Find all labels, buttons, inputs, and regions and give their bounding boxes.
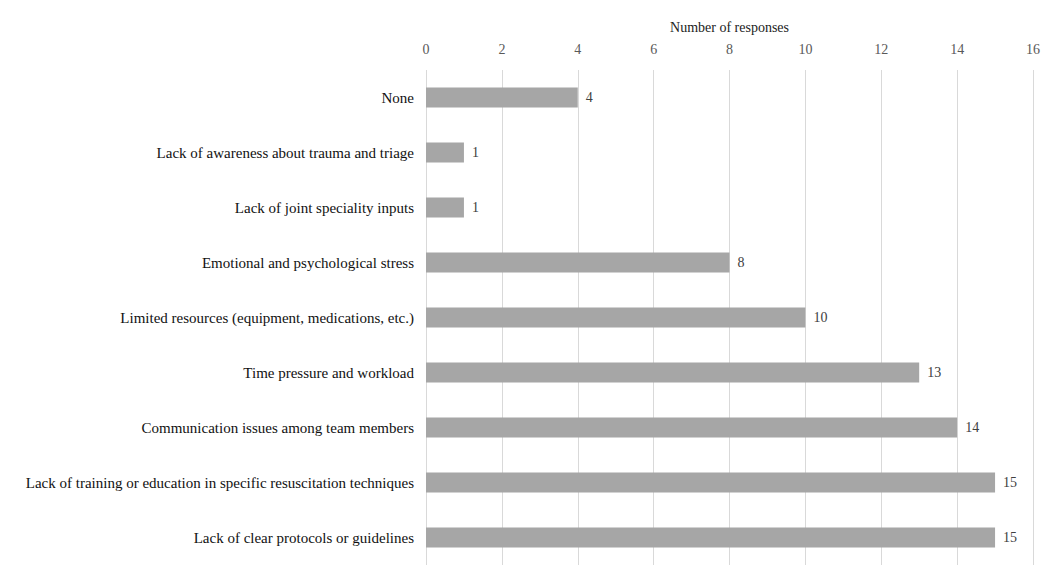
svg-text:Time pressure and workload: Time pressure and workload: [243, 365, 414, 381]
svg-text:None: None: [382, 90, 415, 106]
svg-text:8: 8: [726, 42, 733, 57]
svg-text:16: 16: [1026, 42, 1040, 57]
svg-text:4: 4: [586, 90, 593, 105]
svg-text:10: 10: [813, 310, 827, 325]
svg-text:Number of responses: Number of responses: [670, 20, 789, 35]
svg-text:14: 14: [950, 42, 964, 57]
svg-text:0: 0: [423, 42, 430, 57]
svg-text:Lack of awareness about trauma: Lack of awareness about trauma and triag…: [157, 145, 415, 161]
svg-text:Emotional and psychological st: Emotional and psychological stress: [202, 255, 414, 271]
svg-text:15: 15: [1003, 530, 1017, 545]
svg-text:12: 12: [874, 42, 888, 57]
svg-text:6: 6: [650, 42, 657, 57]
svg-text:15: 15: [1003, 475, 1017, 490]
svg-text:13: 13: [927, 365, 941, 380]
svg-text:Communication issues among tea: Communication issues among team members: [142, 420, 415, 436]
svg-text:4: 4: [574, 42, 581, 57]
svg-text:1: 1: [472, 200, 479, 215]
svg-text:2: 2: [498, 42, 505, 57]
svg-text:14: 14: [965, 420, 979, 435]
svg-text:Limited resources (equipment,: Limited resources (equipment, medication…: [120, 310, 414, 327]
svg-text:Lack of clear protocols or gui: Lack of clear protocols or guidelines: [194, 530, 414, 546]
svg-text:1: 1: [472, 145, 479, 160]
svg-text:Lack of training or education: Lack of training or education in specifi…: [26, 475, 414, 491]
svg-text:Lack of joint speciality input: Lack of joint speciality inputs: [235, 200, 414, 216]
svg-text:8: 8: [738, 255, 745, 270]
svg-text:10: 10: [798, 42, 812, 57]
